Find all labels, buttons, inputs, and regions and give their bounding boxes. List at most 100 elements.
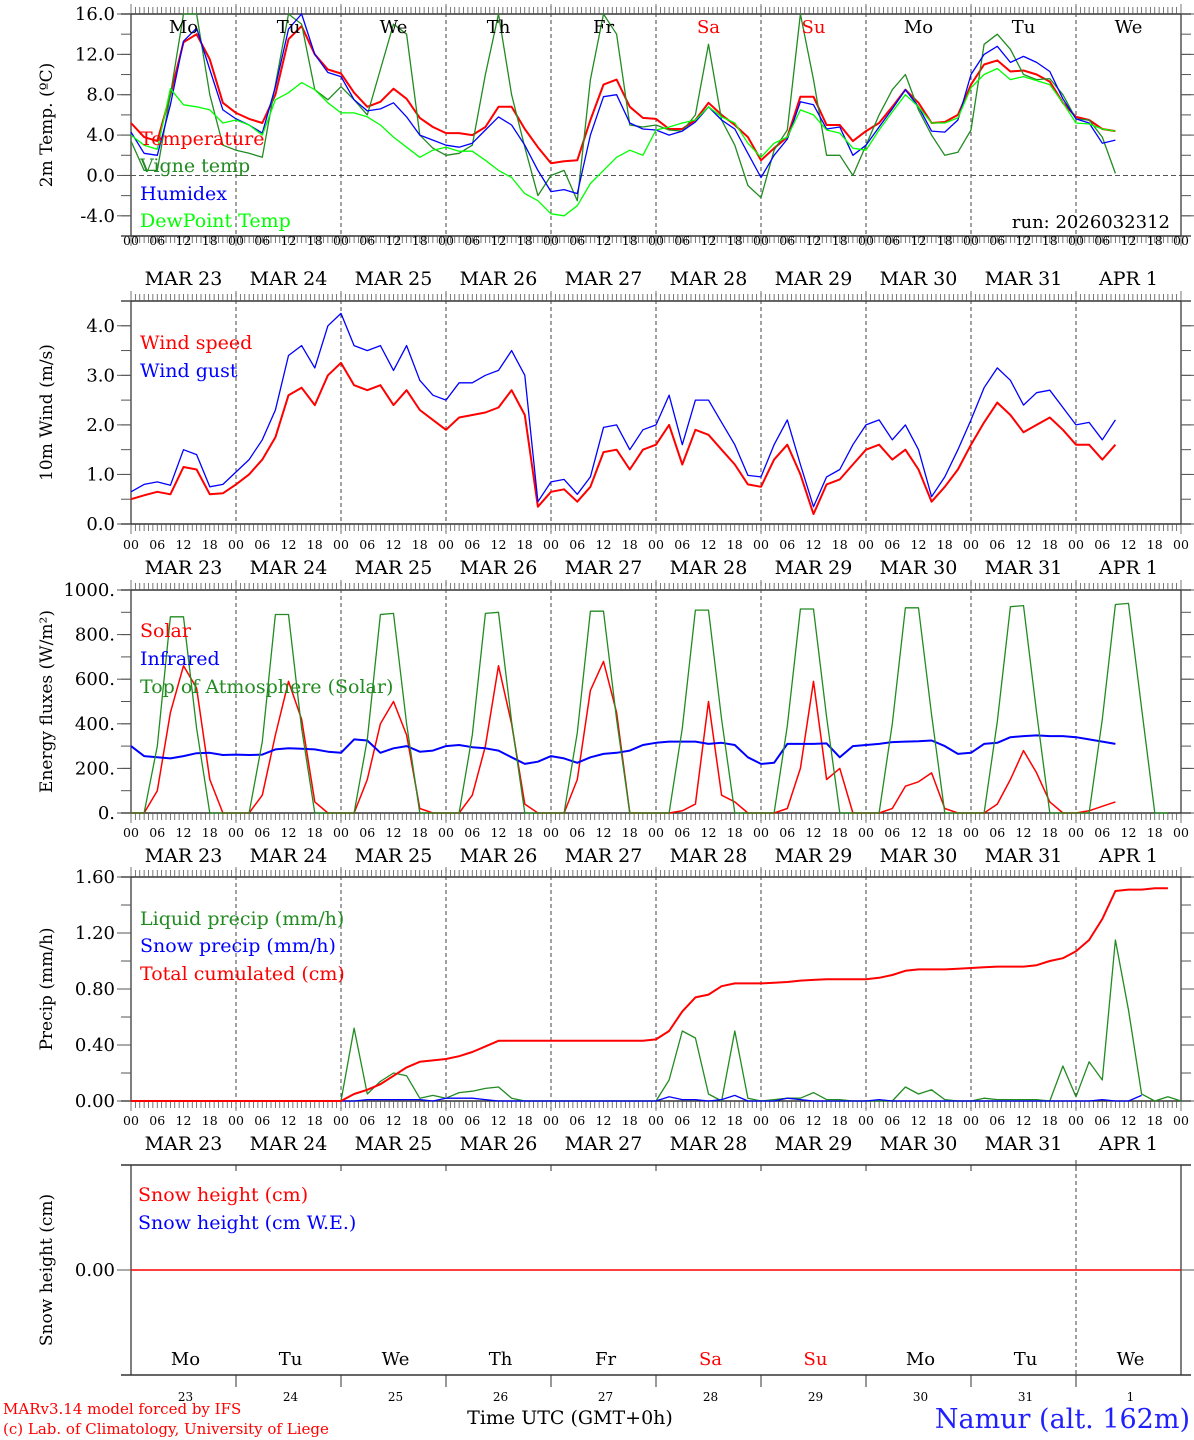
x-tick-label: 00 bbox=[963, 825, 979, 840]
x-tick-label: 06 bbox=[464, 233, 480, 248]
x-tick-label: 12 bbox=[1121, 825, 1137, 840]
y-tick-label: 200. bbox=[75, 758, 115, 779]
y-axis-label: 2m Temp. (ºC) bbox=[37, 63, 57, 188]
day-number-label: 28 bbox=[703, 1390, 718, 1404]
x-tick-label: 06 bbox=[884, 825, 900, 840]
run-annotation: run: 2026032312 bbox=[1012, 212, 1170, 233]
x-date-label: MAR 23 bbox=[145, 1133, 223, 1155]
series-line-infrared bbox=[130, 734, 1116, 765]
x-tick-label: 18 bbox=[307, 825, 323, 840]
panel-energy: 00 06 12 18 MAR 23 00 06 12 18 MAR 24 00 06 12 18 MAR … bbox=[37, 580, 1194, 867]
x-tick-label: 12 bbox=[281, 1113, 297, 1128]
day-number-label: 23 bbox=[178, 1390, 193, 1404]
x-tick-label: 12 bbox=[911, 825, 927, 840]
x-date-label: MAR 31 bbox=[985, 1133, 1063, 1155]
x-tick-label: 18 bbox=[517, 825, 533, 840]
x-tick-label: 12 bbox=[491, 233, 507, 248]
y-tick-label: 1.0 bbox=[86, 464, 115, 485]
x-tick-label: 06 bbox=[989, 233, 1005, 248]
x-tick-label: 18 bbox=[412, 233, 428, 248]
x-date-label: MAR 30 bbox=[880, 1133, 958, 1155]
x-tick-label: 12 bbox=[176, 825, 192, 840]
x-tick-label: 00 bbox=[753, 537, 769, 552]
x-tick-label: 06 bbox=[254, 537, 270, 552]
x-tick-label: 06 bbox=[1094, 825, 1110, 840]
y-axis-label: Energy fluxes (W/m²) bbox=[37, 610, 57, 793]
x-tick-label: 12 bbox=[911, 537, 927, 552]
x-tick-label: 00 bbox=[333, 825, 349, 840]
x-date-label: MAR 28 bbox=[670, 557, 748, 579]
panel-temperature: 00 06 12 18 MAR 23 00 06 12 18 MAR 24 00 06 12 18 MAR … bbox=[37, 4, 1194, 290]
y-tick-label: 1.20 bbox=[75, 923, 115, 944]
x-tick-label: 18 bbox=[832, 825, 848, 840]
x-tick-label: 12 bbox=[386, 825, 402, 840]
x-date-label: MAR 23 bbox=[145, 557, 223, 579]
series-line-temperature bbox=[130, 25, 1116, 165]
x-tick-label: 06 bbox=[464, 825, 480, 840]
x-tick-label: 12 bbox=[596, 537, 612, 552]
x-tick-label: 06 bbox=[779, 1113, 795, 1128]
x-tick-label: 18 bbox=[1042, 1113, 1058, 1128]
x-tick-label: 00 bbox=[333, 537, 349, 552]
day-of-week-label: Tu bbox=[277, 17, 301, 38]
x-tick-label: 18 bbox=[307, 1113, 323, 1128]
x-tick-label: 06 bbox=[149, 537, 165, 552]
x-tick-label: 18 bbox=[832, 233, 848, 248]
x-tick-label: 00 bbox=[963, 233, 979, 248]
day-of-week-label: Su bbox=[802, 17, 826, 38]
x-tick-label: 18 bbox=[937, 233, 953, 248]
station-name: Namur (alt. 162m) bbox=[935, 1404, 1190, 1435]
y-tick-label: 12.0 bbox=[75, 44, 115, 65]
x-tick-label: 00 bbox=[1173, 825, 1189, 840]
x-tick-label: 06 bbox=[359, 1113, 375, 1128]
day-of-week-label: Tu bbox=[1014, 1349, 1038, 1370]
day-of-week-label: We bbox=[380, 17, 408, 38]
x-tick-label: 12 bbox=[491, 825, 507, 840]
y-tick-label: 0.0 bbox=[86, 514, 115, 535]
legend-entry: Humidex bbox=[140, 183, 227, 205]
x-tick-label: 06 bbox=[1094, 1113, 1110, 1128]
x-date-label: MAR 31 bbox=[985, 845, 1063, 867]
x-tick-label: 06 bbox=[464, 537, 480, 552]
day-of-week-label: Sa bbox=[697, 17, 720, 38]
x-tick-label: 00 bbox=[543, 233, 559, 248]
x-tick-label: 00 bbox=[648, 233, 664, 248]
day-of-week-label: We bbox=[382, 1349, 410, 1370]
x-tick-label: 12 bbox=[176, 537, 192, 552]
x-tick-label: 00 bbox=[648, 537, 664, 552]
x-date-label: MAR 31 bbox=[985, 268, 1063, 290]
day-number-label: 1 bbox=[1127, 1390, 1135, 1404]
x-tick-label: 18 bbox=[412, 825, 428, 840]
x-tick-label: 12 bbox=[1016, 537, 1032, 552]
y-tick-label: 8.0 bbox=[86, 85, 115, 106]
x-tick-label: 06 bbox=[674, 537, 690, 552]
x-tick-label: 18 bbox=[202, 233, 218, 248]
x-tick-label: 00 bbox=[228, 537, 244, 552]
x-tick-label: 06 bbox=[149, 1113, 165, 1128]
y-axis-label: 10m Wind (m/s) bbox=[37, 344, 57, 481]
x-tick-label: 00 bbox=[228, 233, 244, 248]
x-tick-label: 12 bbox=[386, 537, 402, 552]
x-date-label: MAR 26 bbox=[460, 845, 538, 867]
x-tick-label: 06 bbox=[149, 825, 165, 840]
series-line-dewpoint-temp bbox=[130, 67, 1116, 217]
x-tick-label: 12 bbox=[806, 537, 822, 552]
day-number-label: 29 bbox=[808, 1390, 823, 1404]
x-date-label: MAR 23 bbox=[145, 268, 223, 290]
x-tick-label: 18 bbox=[1147, 233, 1163, 248]
x-tick-label: 18 bbox=[622, 825, 638, 840]
x-tick-label: 18 bbox=[1042, 233, 1058, 248]
x-tick-label: 06 bbox=[674, 1113, 690, 1128]
x-tick-label: 18 bbox=[202, 537, 218, 552]
x-tick-label: 12 bbox=[491, 1113, 507, 1128]
x-tick-label: 06 bbox=[569, 825, 585, 840]
y-tick-label: 0.0 bbox=[86, 165, 115, 186]
x-tick-label: 18 bbox=[517, 1113, 533, 1128]
day-of-week-label: Sa bbox=[699, 1349, 722, 1370]
copyright-credit: (c) Lab. of Climatology, University of L… bbox=[3, 1420, 329, 1438]
x-tick-label: 12 bbox=[806, 1113, 822, 1128]
y-tick-label: 400. bbox=[75, 714, 115, 735]
x-date-label: MAR 30 bbox=[880, 268, 958, 290]
day-number-label: 25 bbox=[388, 1390, 403, 1404]
x-date-label: MAR 29 bbox=[775, 1133, 853, 1155]
